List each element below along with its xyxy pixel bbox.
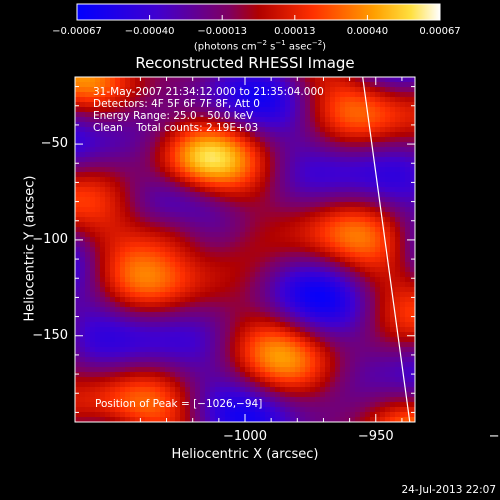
colorbar-tick-label: −0.00040: [124, 26, 175, 37]
colorbar-tick-label: 0.00067: [419, 26, 461, 37]
colorbar-tick-label: 0.00040: [346, 26, 389, 37]
observation-time: 31-May-2007 21:34:12.000 to 21:35:04.000: [93, 86, 324, 98]
x-tick-label: −950: [357, 429, 394, 444]
x-tick-label: −1000: [223, 429, 267, 444]
x-tick-label: −900: [488, 429, 500, 444]
colorbar-tick-label: −0.00013: [197, 26, 248, 37]
timestamp-footer: 24-Jul-2013 22:07: [401, 484, 496, 496]
colorbar-ticks: [76, 15, 441, 20]
y-axis-label: Heliocentric Y (arcsec): [22, 175, 38, 322]
heatmap-image: [75, 77, 415, 422]
x-axis-label: Heliocentric X (arcsec): [171, 447, 319, 462]
solar-limb-line: [362, 77, 411, 422]
y-tick-label: −150: [32, 327, 68, 343]
y-tick-label: −100: [32, 231, 68, 247]
peak-position-label: Position of Peak = [−1026,−94]: [95, 398, 263, 410]
energy-range-label: Energy Range: 25.0 - 50.0 keV: [93, 110, 254, 122]
colorbar: [76, 3, 441, 21]
chart-title: Reconstructed RHESSI Image: [135, 54, 355, 72]
counts-label: Clean Total counts: 2.19E+03: [93, 122, 259, 134]
colorbar-tick-label: 0.00013: [274, 26, 316, 37]
axis-ticks: [75, 77, 415, 422]
colorbar-tick-label: −0.00067: [52, 26, 102, 37]
detectors-label: Detectors: 4F 5F 6F 7F 8F, Att 0: [93, 98, 260, 110]
colorbar-unit-label: (photons cm−2 s−1 asec−2): [193, 39, 327, 53]
y-tick-label: −50: [40, 136, 68, 152]
